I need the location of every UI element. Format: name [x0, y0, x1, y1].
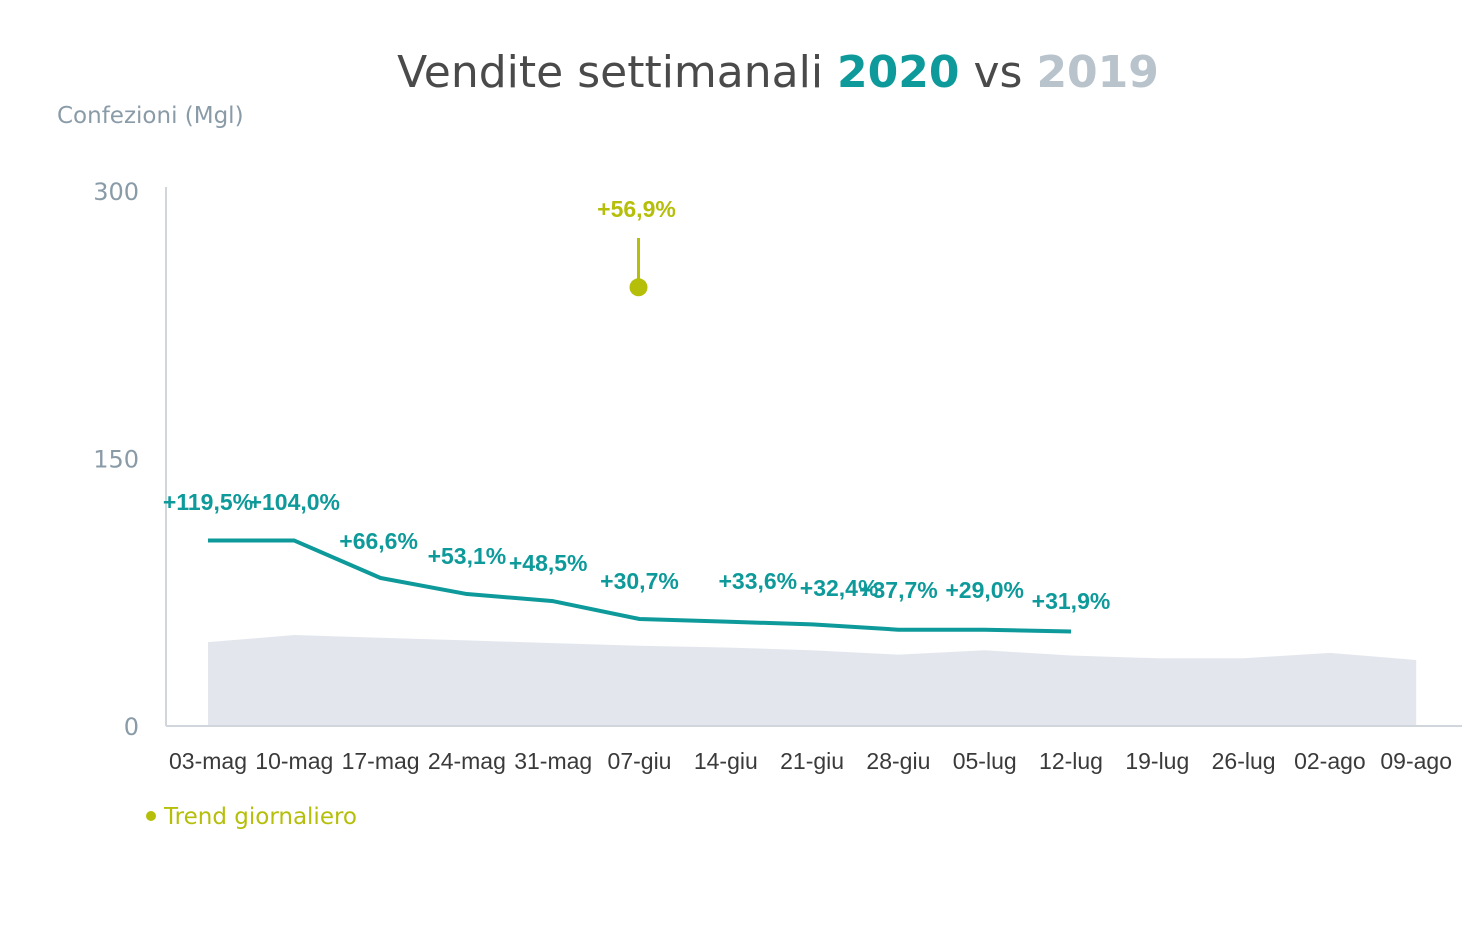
- x-tick-10-mag: 10-mag: [255, 748, 333, 774]
- y-tick-300: 300: [93, 178, 139, 206]
- data-label-07-giu: +30,7%: [600, 568, 679, 594]
- data-label-28-giu: +37,7%: [859, 577, 938, 603]
- tick-labels: 0 150 300 03-mag 10-mag 17-mag 24-mag 31-mag 07-…: [93, 178, 1452, 774]
- x-tick-02-ago: 02-ago: [1294, 748, 1366, 774]
- data-label-21-giu: +32,4%: [800, 575, 879, 601]
- data-label-10-mag: +104,0%: [249, 489, 340, 515]
- x-tick-31-mag: 31-mag: [514, 748, 592, 774]
- x-tick-07-giu: 07-giu: [608, 748, 672, 774]
- axes: [165, 187, 1462, 727]
- data-label-12-lug: +31,9%: [1032, 588, 1111, 614]
- x-tick-09-ago: 09-ago: [1380, 748, 1452, 774]
- series-2019-area-layer: [208, 635, 1417, 726]
- x-tick-14-giu: 14-giu: [694, 748, 758, 774]
- chart-title: Vendite settimanali 2020 vs 2019: [397, 47, 1159, 98]
- data-label-05-lug: +29,0%: [945, 577, 1024, 603]
- title-year-2019: 2019: [1036, 47, 1158, 98]
- y-tick-150: 150: [93, 446, 139, 474]
- x-tick-17-mag: 17-mag: [342, 748, 420, 774]
- x-tick-05-lug: 05-lug: [953, 748, 1017, 774]
- title-year-2020: 2020: [837, 47, 959, 98]
- x-tick-28-giu: 28-giu: [866, 748, 930, 774]
- x-tick-19-lug: 19-lug: [1125, 748, 1189, 774]
- x-tick-12-lug: 12-lug: [1039, 748, 1103, 774]
- x-tick-03-mag: 03-mag: [169, 748, 247, 774]
- trend-point: [629, 278, 648, 297]
- data-label-17-mag: +66,6%: [339, 528, 418, 554]
- legend-dot-icon: [146, 811, 156, 821]
- data-label-31-mag: +48,5%: [509, 550, 588, 576]
- trend-label: +56,9%: [597, 196, 676, 222]
- series-2019-area: [208, 635, 1417, 726]
- data-label-03-mag: +119,5%: [163, 489, 253, 515]
- y-axis-label: Confezioni (Mgl): [57, 103, 244, 129]
- legend: Trend giornaliero: [146, 804, 357, 830]
- title-vs: vs: [960, 47, 1037, 98]
- x-tick-26-lug: 26-lug: [1212, 748, 1276, 774]
- data-label-24-mag: +53,1%: [428, 543, 507, 569]
- y-tick-0: 0: [124, 713, 139, 741]
- x-tick-24-mag: 24-mag: [428, 748, 506, 774]
- legend-label: Trend giornaliero: [163, 804, 357, 830]
- x-tick-21-giu: 21-giu: [780, 748, 844, 774]
- trend-marker: +56,9%: [597, 196, 676, 297]
- series-2020-line: [208, 538, 1072, 634]
- series-2020-line-layer: [208, 538, 1072, 634]
- data-label-14-giu: +33,6%: [718, 568, 797, 594]
- title-prefix: Vendite settimanali: [397, 47, 837, 98]
- data-labels: +119,5%+104,0% +66,6% +53,1% +48,5% +30,7% +3…: [163, 489, 1110, 614]
